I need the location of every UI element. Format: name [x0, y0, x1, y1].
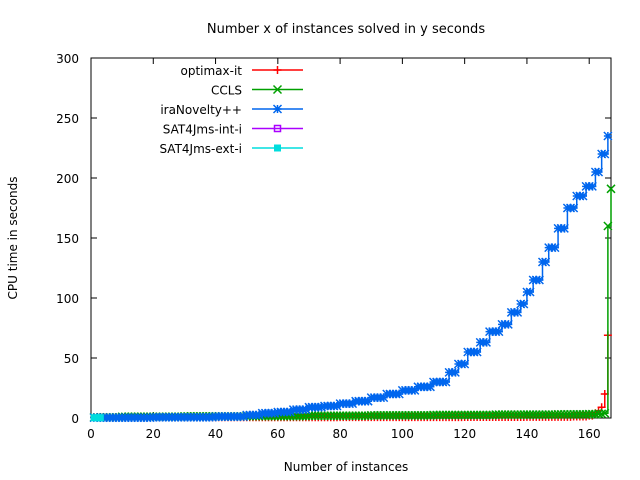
- y-tick-label: 200: [56, 172, 79, 186]
- x-tick-label: 0: [87, 427, 95, 441]
- legend-marker-ccls: [272, 84, 283, 95]
- data-point-iranovelty: [569, 203, 579, 213]
- data-point-iranovelty: [603, 131, 613, 141]
- x-tick-label: 40: [208, 427, 223, 441]
- legend-marker-sat4jms-ext-i: [274, 144, 281, 152]
- data-point-iranovelty: [541, 257, 551, 267]
- data-point-ccls: [597, 409, 607, 419]
- legend-label-ccls: CCLS: [211, 84, 242, 98]
- y-tick-label: 0: [71, 412, 79, 426]
- legend-label-sat4jms-int-i: SAT4Jms-int-i: [163, 123, 242, 137]
- data-point-ccls: [606, 184, 616, 194]
- y-tick-label: 50: [64, 352, 79, 366]
- axis-ticks: 0 20 40 60 80 100 120 140 160 0 50 100 150 200 250 300: [56, 52, 611, 441]
- data-point-iranovelty: [550, 243, 560, 253]
- data-point-iranovelty: [270, 408, 280, 418]
- data-point-iranovelty: [594, 167, 604, 177]
- data-point-iranovelty: [559, 223, 569, 233]
- data-point-ccls: [603, 221, 613, 231]
- data-point-iranovelty: [472, 347, 482, 357]
- x-tick-label: 60: [270, 427, 285, 441]
- legend: optimax-it CCLS iraNovelty++ SAT4Jms-int-i S…: [159, 64, 303, 156]
- chart-title: Number x of instances solved in y second…: [207, 22, 485, 37]
- data-point-iranovelty: [239, 412, 249, 422]
- x-axis-label: Number of instances: [284, 460, 409, 474]
- data-point-iranovelty: [441, 377, 451, 387]
- legend-marker-sat4jms-int-i: [273, 124, 282, 133]
- legend-label-optimax-it: optimax-it: [180, 64, 242, 78]
- data-point-iranovelty: [460, 359, 470, 369]
- data-point-iranovelty: [519, 299, 529, 309]
- y-tick-label: 250: [56, 112, 79, 126]
- data-point-iranovelty: [534, 275, 544, 285]
- y-tick-label: 300: [56, 52, 79, 66]
- data-point-sat4jms-ext-i: [96, 414, 104, 422]
- x-tick-label: 100: [391, 427, 414, 441]
- data-point-ccls: [600, 408, 610, 418]
- series-optimax-it: [90, 331, 612, 422]
- x-tick-label: 20: [146, 427, 161, 441]
- y-tick-label: 100: [56, 292, 79, 306]
- series-iranovelty: [89, 131, 613, 423]
- series-line-ccls: [94, 188, 612, 419]
- y-tick-label: 150: [56, 232, 79, 246]
- x-tick-label: 160: [578, 427, 601, 441]
- data-point-iranovelty: [513, 307, 523, 317]
- data-point-iranovelty: [494, 327, 504, 337]
- data-point-iranovelty: [578, 191, 588, 201]
- data-point-iranovelty: [254, 410, 264, 420]
- y-axis-label: CPU time in seconds: [6, 177, 20, 300]
- legend-marker-iranovelty: [272, 104, 283, 114]
- data-point-iranovelty: [316, 402, 326, 412]
- data-point-iranovelty: [600, 149, 610, 159]
- legend-label-sat4jms-ext-i: SAT4Jms-ext-i: [159, 142, 242, 156]
- legend-label-iranovelty: iraNovelty++: [160, 103, 242, 117]
- series-layer: [89, 131, 616, 423]
- data-point-iranovelty: [425, 382, 435, 392]
- x-tick-label: 140: [515, 427, 538, 441]
- data-point-iranovelty: [450, 367, 460, 377]
- legend-marker-optimax-it: [273, 66, 282, 74]
- data-point-iranovelty: [525, 287, 535, 297]
- data-point-iranovelty: [481, 337, 491, 347]
- x-tick-label: 80: [332, 427, 347, 441]
- x-tick-label: 120: [453, 427, 476, 441]
- data-point-iranovelty: [587, 181, 597, 191]
- series-sat4jms-ext-i: [90, 414, 104, 422]
- data-point-iranovelty: [503, 319, 513, 329]
- series-ccls: [89, 184, 616, 422]
